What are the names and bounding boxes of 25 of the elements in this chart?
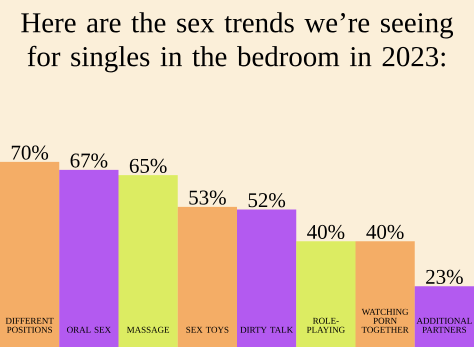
data-label: 67% <box>70 153 108 168</box>
x-tick-label: DIFFERENT POSITIONS <box>6 318 54 333</box>
bar <box>59 170 118 347</box>
bar <box>178 206 237 347</box>
data-label: 53% <box>189 190 226 205</box>
x-tick-label: ORAL SEX <box>67 326 111 333</box>
chart-title: Here are the sex trends we’re seeing for singles in the bedroom in 2023: <box>21 12 454 72</box>
bar <box>355 241 415 347</box>
bar <box>296 241 356 347</box>
x-tick-label: MASSAGE <box>126 326 170 333</box>
bar <box>237 210 296 347</box>
data-label: 40% <box>307 224 344 240</box>
bar <box>118 175 178 347</box>
x-tick-label: ADDITIONAL PARTNERS <box>416 318 472 333</box>
x-tick-label: WATCHING PORN TOGETHER <box>362 308 409 333</box>
data-label: 40% <box>366 224 404 240</box>
data-label: 23% <box>426 270 463 284</box>
data-label: 65% <box>130 158 167 173</box>
data-label: 52% <box>248 193 286 208</box>
x-tick-label: DIRTY TALK <box>240 326 294 333</box>
data-label: 70% <box>12 146 48 160</box>
bar <box>414 286 474 347</box>
bar <box>0 162 60 347</box>
x-tick-label: ROLE-PLAYING <box>306 318 345 333</box>
x-tick-label: SEX TOYS <box>186 326 228 333</box>
